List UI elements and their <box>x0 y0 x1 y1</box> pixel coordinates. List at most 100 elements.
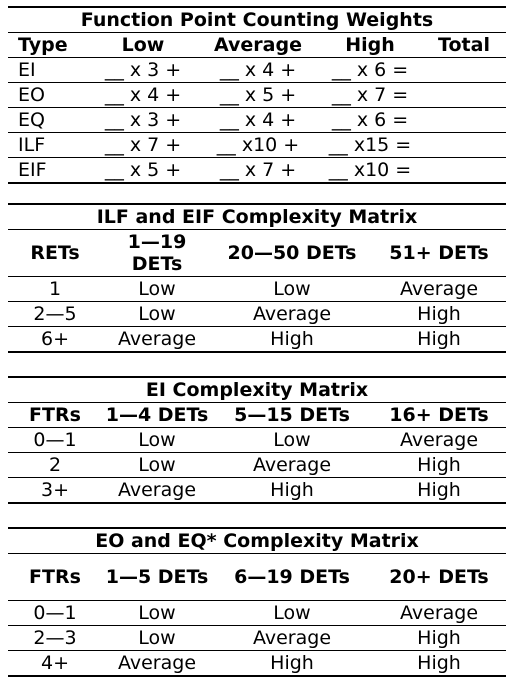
high-cell: __ x 6 = <box>318 57 422 83</box>
ei-section: EI Complexity Matrix FTRs 1—4 DETs 5—15 … <box>8 376 507 504</box>
complexity-cell: Low <box>102 276 212 302</box>
table-row: EIF __ x 5 + __ x 7 + __ x10 = <box>8 157 507 184</box>
type-cell: EQ <box>8 107 88 133</box>
rets-cell: 2—5 <box>8 301 102 327</box>
complexity-cell: Low <box>102 625 212 651</box>
header-1-19-dets: 1—19 DETs <box>102 229 212 277</box>
table-row: 0—1 Low Low Average <box>8 600 507 626</box>
complexity-cell: Average <box>372 276 507 302</box>
complexity-cell: High <box>372 326 507 353</box>
complexity-cell: High <box>372 477 507 504</box>
complexity-cell: Low <box>212 276 372 302</box>
header-total: Total <box>422 32 507 58</box>
header-ftrs: FTRs <box>8 553 102 601</box>
low-cell: __ x 7 + <box>88 132 198 158</box>
header-rets: RETs <box>8 229 102 277</box>
total-cell <box>422 157 507 184</box>
high-cell: __ x15 = <box>318 132 422 158</box>
low-cell: __ x 5 + <box>88 157 198 184</box>
complexity-cell: High <box>372 452 507 478</box>
complexity-cell: Average <box>102 650 212 677</box>
complexity-cell: Low <box>102 600 212 626</box>
ftrs-cell: 2—3 <box>8 625 102 651</box>
header-51-plus-dets: 51+ DETs <box>372 229 507 277</box>
eo-eq-table: EO and EQ* Complexity Matrix FTRs 1—5 DE… <box>8 527 507 677</box>
total-cell <box>422 82 507 108</box>
ftrs-cell: 2 <box>8 452 102 478</box>
total-cell <box>422 57 507 83</box>
table-row: 2—5 Low Average High <box>8 301 507 327</box>
average-cell: __ x 5 + <box>198 82 318 108</box>
header-20-plus-dets: 20+ DETs <box>372 553 507 601</box>
low-cell: __ x 3 + <box>88 107 198 133</box>
complexity-cell: Low <box>102 301 212 327</box>
table-row: 4+ Average High High <box>8 650 507 677</box>
header-low: Low <box>88 32 198 58</box>
ilf-eif-section: ILF and EIF Complexity Matrix RETs 1—19 … <box>8 203 507 353</box>
complexity-cell: Average <box>372 427 507 453</box>
eo-eq-title: EO and EQ* Complexity Matrix <box>8 527 507 554</box>
complexity-cell: Average <box>372 600 507 626</box>
high-cell: __ x 7 = <box>318 82 422 108</box>
header-1-5-dets: 1—5 DETs <box>102 553 212 601</box>
complexity-cell: Low <box>212 427 372 453</box>
header-average: Average <box>198 32 318 58</box>
weights-table: Function Point Counting Weights Type Low… <box>8 6 507 184</box>
complexity-cell: Low <box>102 427 212 453</box>
ei-table: EI Complexity Matrix FTRs 1—4 DETs 5—15 … <box>8 376 507 504</box>
weights-header-row: Type Low Average High Total <box>8 32 507 58</box>
header-1-4-dets: 1—4 DETs <box>102 402 212 428</box>
header-6-19-dets: 6—19 DETs <box>212 553 372 601</box>
average-cell: __ x 7 + <box>198 157 318 184</box>
rets-cell: 1 <box>8 276 102 302</box>
low-cell: __ x 4 + <box>88 82 198 108</box>
ilf-eif-header-row: RETs 1—19 DETs 20—50 DETs 51+ DETs <box>8 229 507 277</box>
table-row: 2 Low Average High <box>8 452 507 478</box>
header-high: High <box>318 32 422 58</box>
header-type: Type <box>8 32 88 58</box>
high-cell: __ x10 = <box>318 157 422 184</box>
complexity-cell: High <box>212 650 372 677</box>
complexity-cell: Low <box>212 600 372 626</box>
eo-eq-header-row: FTRs 1—5 DETs 6—19 DETs 20+ DETs <box>8 553 507 601</box>
table-row: 3+ Average High High <box>8 477 507 504</box>
table-row: EO __ x 4 + __ x 5 + __ x 7 = <box>8 82 507 108</box>
eo-eq-section: EO and EQ* Complexity Matrix FTRs 1—5 DE… <box>8 527 507 677</box>
complexity-cell: High <box>372 301 507 327</box>
ftrs-cell: 0—1 <box>8 427 102 453</box>
table-row: EI __ x 3 + __ x 4 + __ x 6 = <box>8 57 507 83</box>
ei-title: EI Complexity Matrix <box>8 376 507 403</box>
table-row: 0—1 Low Low Average <box>8 427 507 453</box>
complexity-cell: High <box>212 326 372 353</box>
weights-title: Function Point Counting Weights <box>8 6 507 33</box>
ftrs-cell: 0—1 <box>8 600 102 626</box>
header-16-plus-dets: 16+ DETs <box>372 402 507 428</box>
header-5-15-dets: 5—15 DETs <box>212 402 372 428</box>
complexity-cell: High <box>372 650 507 677</box>
table-row: 2—3 Low Average High <box>8 625 507 651</box>
header-20-50-dets: 20—50 DETs <box>212 229 372 277</box>
table-row: 1 Low Low Average <box>8 276 507 302</box>
ftrs-cell: 4+ <box>8 650 102 677</box>
type-cell: ILF <box>8 132 88 158</box>
ilf-eif-table: ILF and EIF Complexity Matrix RETs 1—19 … <box>8 203 507 353</box>
average-cell: __ x 4 + <box>198 107 318 133</box>
complexity-cell: High <box>372 625 507 651</box>
type-cell: EO <box>8 82 88 108</box>
table-row: ILF __ x 7 + __ x10 + __ x15 = <box>8 132 507 158</box>
complexity-cell: Average <box>102 326 212 353</box>
complexity-cell: Average <box>212 301 372 327</box>
type-cell: EI <box>8 57 88 83</box>
complexity-cell: Low <box>102 452 212 478</box>
low-cell: __ x 3 + <box>88 57 198 83</box>
table-row: EQ __ x 3 + __ x 4 + __ x 6 = <box>8 107 507 133</box>
high-cell: __ x 6 = <box>318 107 422 133</box>
total-cell <box>422 107 507 133</box>
weights-section: Function Point Counting Weights Type Low… <box>8 6 507 184</box>
complexity-cell: Average <box>102 477 212 504</box>
rets-cell: 6+ <box>8 326 102 353</box>
ei-header-row: FTRs 1—4 DETs 5—15 DETs 16+ DETs <box>8 402 507 428</box>
ftrs-cell: 3+ <box>8 477 102 504</box>
average-cell: __ x 4 + <box>198 57 318 83</box>
ilf-eif-title: ILF and EIF Complexity Matrix <box>8 203 507 230</box>
